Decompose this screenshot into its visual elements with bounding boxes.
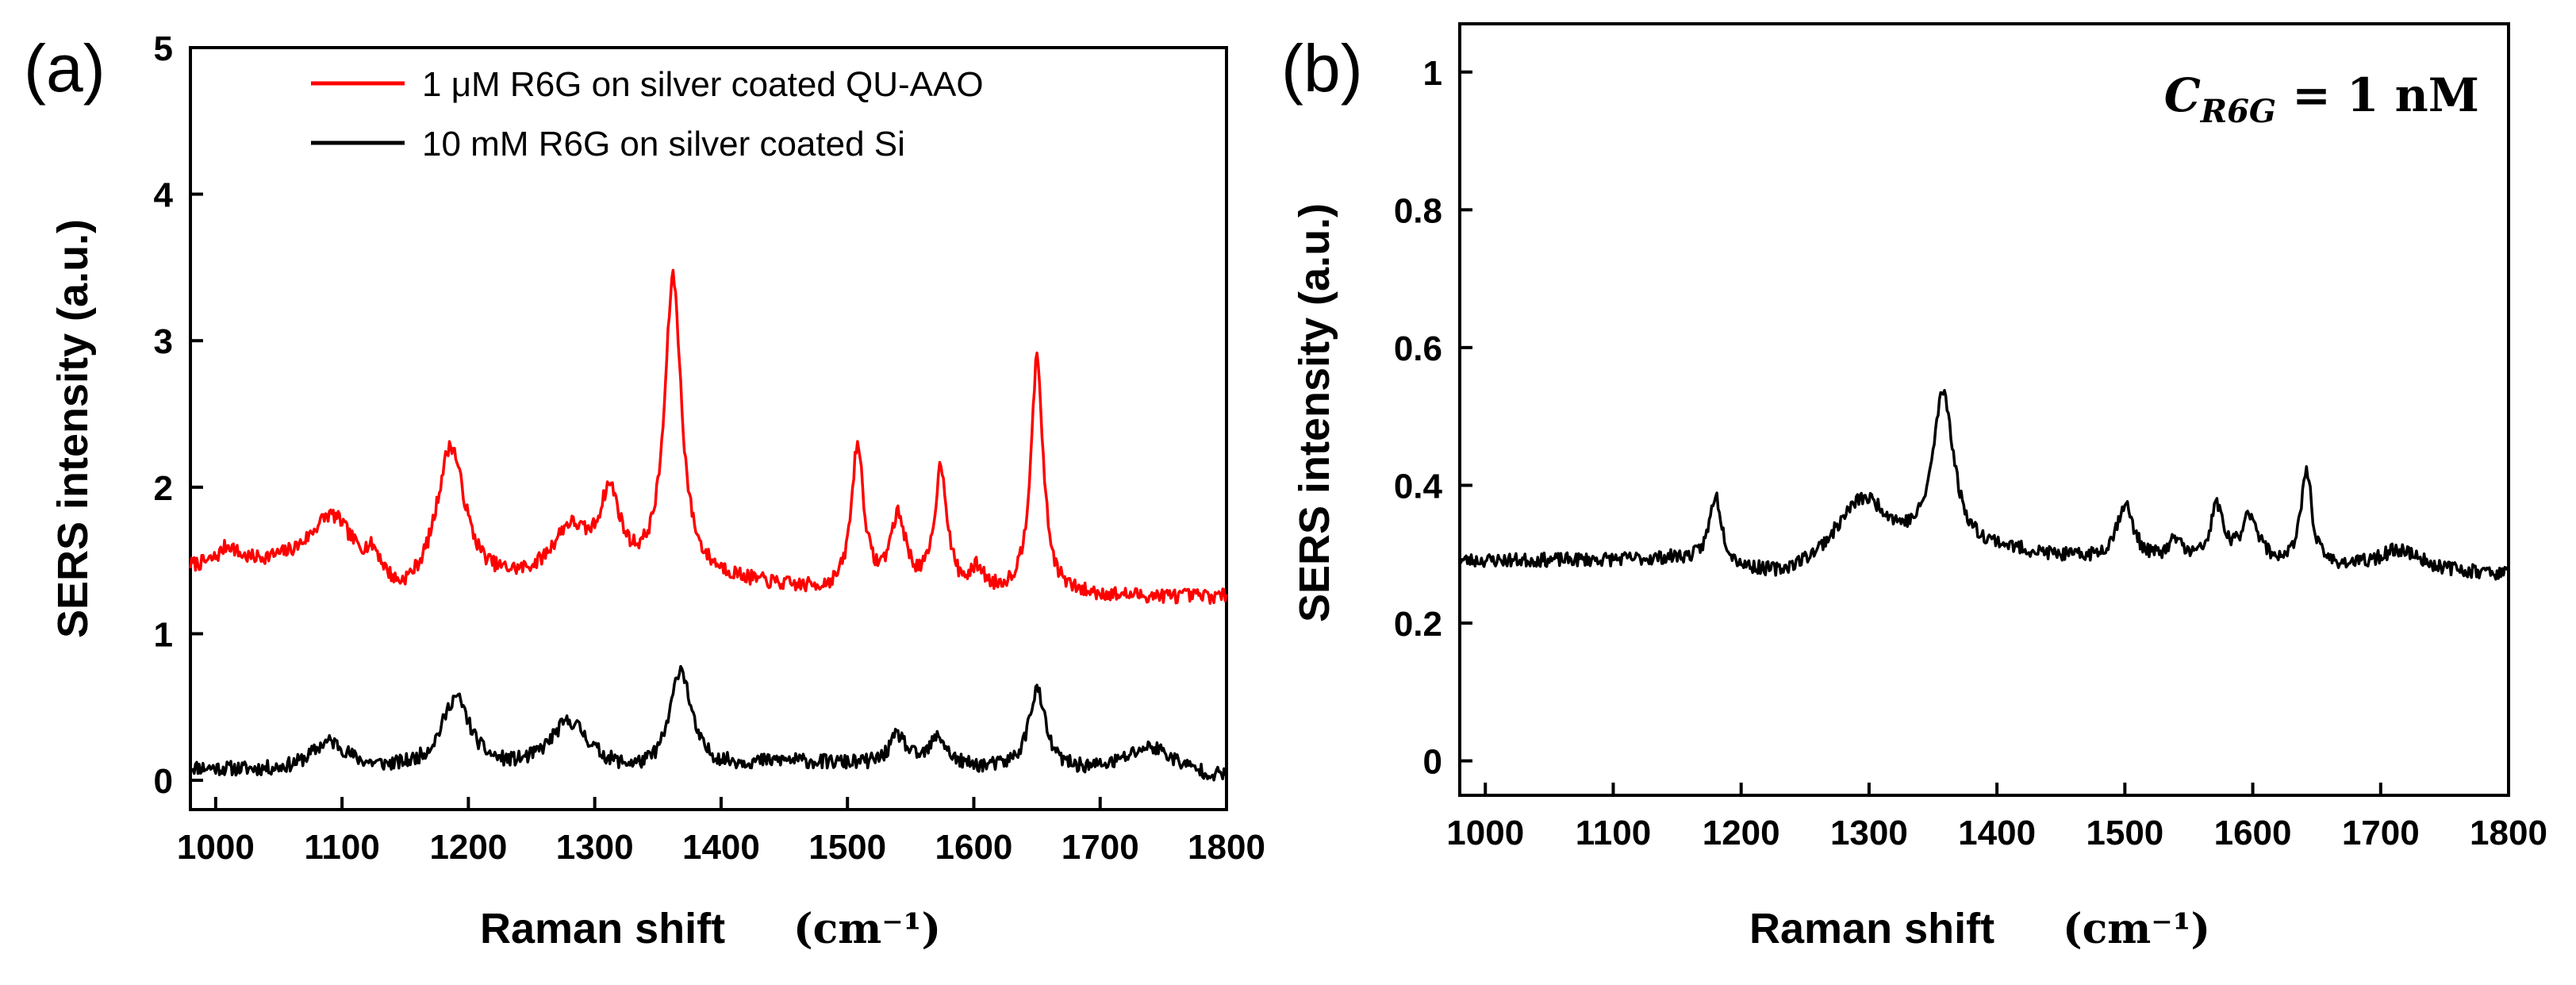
annotation-c: C <box>2164 68 2201 122</box>
x-tick-label: 1500 <box>808 828 886 867</box>
x-tick-label: 1200 <box>1703 814 1780 852</box>
panel-b-ylabel: SERS intensity (a.u.) <box>1291 203 1338 622</box>
y-tick-label: 0 <box>154 762 173 801</box>
panel-b-label: (b) <box>1281 31 1363 106</box>
panel-a-series <box>189 268 1228 782</box>
panel-b-xunit: (cm⁻¹) <box>2063 905 2210 953</box>
y-tick-label: 1 <box>154 615 173 654</box>
panel-b: (b) 00.20.40.60.81 1000 1100 1200 1300 1400 1… <box>1281 22 2547 953</box>
x-tick-label: 1400 <box>1958 814 2036 852</box>
x-tick-label: 1400 <box>682 828 760 867</box>
x-tick-label: 1300 <box>556 828 634 867</box>
panel-a-ylabel: SERS intensity (a.u.) <box>49 219 97 638</box>
series-line-1 <box>189 268 1228 605</box>
legend-entry-1: 1 μM R6G on silver coated QU-AAO <box>422 65 984 104</box>
x-tick-label: 1000 <box>177 828 255 867</box>
panel-b-annotation: CR6G = 1 nM <box>2164 68 2479 130</box>
panel-a-xlabel: Raman shift <box>480 905 725 952</box>
y-tick-label: 0.8 <box>1394 191 1442 230</box>
y-tick-label: 1 <box>1423 54 1442 93</box>
x-tick-label: 1000 <box>1446 814 1524 852</box>
y-tick-label: 0.2 <box>1394 605 1442 644</box>
panel-a-plot-frame <box>189 46 1228 811</box>
x-tick-label: 1700 <box>2342 814 2420 852</box>
series-line-1 <box>1458 389 2510 581</box>
panel-b-y-ticks: 0 0.2 0.4 0.6 0.8 1 <box>1394 54 1472 782</box>
panel-a-legend: 1 μM R6G on silver coated QU-AAO 10 mM R… <box>311 65 984 164</box>
x-tick-label: 1600 <box>935 828 1013 867</box>
x-tick-label: 1800 <box>2470 814 2547 852</box>
y-tick-label: 0.4 <box>1394 467 1443 506</box>
series-line-2 <box>190 664 1228 782</box>
panel-b-plot-frame <box>1458 22 2510 797</box>
x-tick-label: 1100 <box>1576 814 1651 852</box>
panel-a-y-ticks: 0 1 2 3 4 5 <box>154 29 203 801</box>
y-tick-label: 3 <box>154 322 173 361</box>
panel-b-xlabel: Raman shift <box>1749 905 1994 952</box>
x-tick-label: 1700 <box>1061 828 1139 867</box>
y-tick-label: 5 <box>154 29 173 68</box>
x-tick-label: 1200 <box>429 828 507 867</box>
annotation-subscript: R6G <box>2200 93 2276 130</box>
x-tick-label: 1300 <box>1830 814 1908 852</box>
x-tick-label: 1800 <box>1188 828 1265 867</box>
panel-a-x-axis-title: Raman shift (cm⁻¹) <box>480 905 941 953</box>
y-tick-label: 4 <box>154 176 174 215</box>
legend-entry-2: 10 mM R6G on silver coated Si <box>422 125 905 164</box>
panel-b-series <box>1458 389 2510 581</box>
x-tick-label: 1100 <box>304 828 379 867</box>
y-tick-label: 0 <box>1423 743 1442 782</box>
x-tick-label: 1500 <box>2086 814 2163 852</box>
panel-b-x-axis-title: Raman shift (cm⁻¹) <box>1749 905 2210 953</box>
panel-a-label: (a) <box>24 31 106 106</box>
x-tick-label: 1600 <box>2214 814 2292 852</box>
panel-b-x-ticks: 1000 1100 1200 1300 1400 1500 1600 1700 1800 <box>1446 783 2547 852</box>
y-tick-label: 2 <box>154 469 173 508</box>
annotation-rest: = 1 nM <box>2276 68 2479 122</box>
panel-a-xunit: (cm⁻¹) <box>793 905 941 953</box>
panel-a-x-ticks: 1000 1100 1200 1300 1400 1500 1600 1700 1800 <box>177 797 1265 867</box>
y-tick-label: 0.6 <box>1394 329 1442 368</box>
